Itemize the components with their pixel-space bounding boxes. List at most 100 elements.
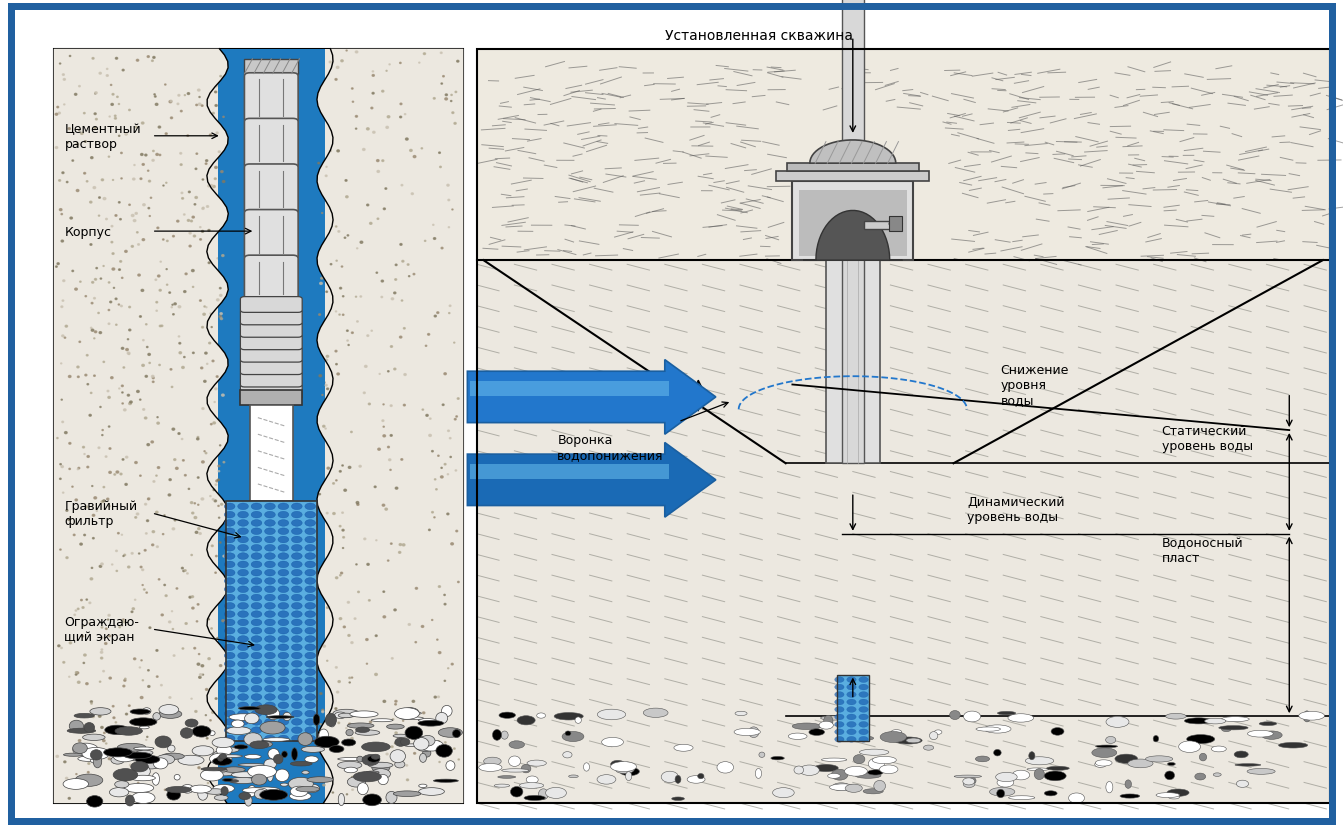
FancyBboxPatch shape <box>240 297 302 313</box>
Bar <box>837 675 869 741</box>
Ellipse shape <box>387 551 389 552</box>
Ellipse shape <box>152 376 154 378</box>
Ellipse shape <box>184 291 185 293</box>
Ellipse shape <box>442 794 445 796</box>
Ellipse shape <box>275 269 277 270</box>
Ellipse shape <box>874 781 885 792</box>
Ellipse shape <box>67 519 70 521</box>
Ellipse shape <box>322 784 325 786</box>
Ellipse shape <box>79 342 81 343</box>
Ellipse shape <box>759 752 766 758</box>
Ellipse shape <box>153 599 156 600</box>
Ellipse shape <box>191 221 192 223</box>
Ellipse shape <box>368 528 371 531</box>
Ellipse shape <box>79 348 82 349</box>
Ellipse shape <box>385 189 387 190</box>
FancyArrow shape <box>467 360 716 435</box>
Ellipse shape <box>224 669 235 676</box>
Ellipse shape <box>846 714 857 720</box>
Ellipse shape <box>262 676 265 678</box>
Ellipse shape <box>144 88 146 89</box>
Ellipse shape <box>418 736 424 749</box>
Ellipse shape <box>259 158 261 160</box>
Ellipse shape <box>265 727 275 734</box>
Ellipse shape <box>357 306 359 308</box>
Ellipse shape <box>278 727 289 734</box>
Ellipse shape <box>385 416 388 417</box>
Ellipse shape <box>146 702 148 704</box>
Ellipse shape <box>308 777 333 782</box>
Ellipse shape <box>138 142 141 144</box>
Ellipse shape <box>338 722 340 724</box>
Ellipse shape <box>393 62 395 64</box>
Ellipse shape <box>395 447 398 449</box>
Ellipse shape <box>134 517 137 518</box>
Ellipse shape <box>106 409 109 411</box>
Ellipse shape <box>212 186 215 189</box>
Ellipse shape <box>140 475 141 477</box>
FancyArrow shape <box>470 382 669 397</box>
Ellipse shape <box>130 149 133 151</box>
Ellipse shape <box>163 257 165 258</box>
Ellipse shape <box>293 421 294 423</box>
Ellipse shape <box>697 773 704 779</box>
Ellipse shape <box>273 195 275 197</box>
Ellipse shape <box>517 716 535 725</box>
Ellipse shape <box>346 723 373 729</box>
Ellipse shape <box>149 426 150 428</box>
Ellipse shape <box>134 462 137 464</box>
Ellipse shape <box>377 219 379 220</box>
Ellipse shape <box>110 378 113 379</box>
Ellipse shape <box>265 669 275 676</box>
Ellipse shape <box>113 540 114 542</box>
Ellipse shape <box>305 570 316 576</box>
Ellipse shape <box>132 246 133 248</box>
Ellipse shape <box>446 761 455 771</box>
Ellipse shape <box>281 676 283 678</box>
Ellipse shape <box>238 686 248 692</box>
Ellipse shape <box>220 180 223 181</box>
Ellipse shape <box>145 503 146 505</box>
Ellipse shape <box>230 714 257 720</box>
Ellipse shape <box>395 166 398 167</box>
Ellipse shape <box>950 710 960 720</box>
Ellipse shape <box>438 455 439 457</box>
Ellipse shape <box>963 781 975 787</box>
Ellipse shape <box>238 570 248 576</box>
Ellipse shape <box>357 756 363 762</box>
Ellipse shape <box>290 734 293 735</box>
Ellipse shape <box>278 545 289 551</box>
Ellipse shape <box>118 202 120 204</box>
Ellipse shape <box>381 161 384 162</box>
Ellipse shape <box>91 703 93 705</box>
Ellipse shape <box>400 717 423 720</box>
Ellipse shape <box>70 720 83 732</box>
Ellipse shape <box>318 732 321 734</box>
Ellipse shape <box>150 137 152 139</box>
Ellipse shape <box>185 720 197 727</box>
Ellipse shape <box>90 421 93 423</box>
Ellipse shape <box>85 142 86 143</box>
Ellipse shape <box>266 548 267 550</box>
Ellipse shape <box>219 288 222 290</box>
Ellipse shape <box>308 56 309 58</box>
Ellipse shape <box>501 731 508 739</box>
Ellipse shape <box>90 244 91 246</box>
Ellipse shape <box>90 750 102 760</box>
Ellipse shape <box>175 774 180 780</box>
Ellipse shape <box>338 647 341 649</box>
Ellipse shape <box>78 756 98 762</box>
Ellipse shape <box>204 619 207 621</box>
Ellipse shape <box>93 337 94 339</box>
Ellipse shape <box>305 619 316 626</box>
Ellipse shape <box>244 713 259 724</box>
Ellipse shape <box>443 652 446 655</box>
Ellipse shape <box>142 164 144 166</box>
Ellipse shape <box>83 81 86 82</box>
Ellipse shape <box>95 499 98 501</box>
Ellipse shape <box>251 603 262 609</box>
Ellipse shape <box>133 220 136 223</box>
Ellipse shape <box>278 578 289 585</box>
Ellipse shape <box>278 694 289 700</box>
Ellipse shape <box>101 180 103 181</box>
